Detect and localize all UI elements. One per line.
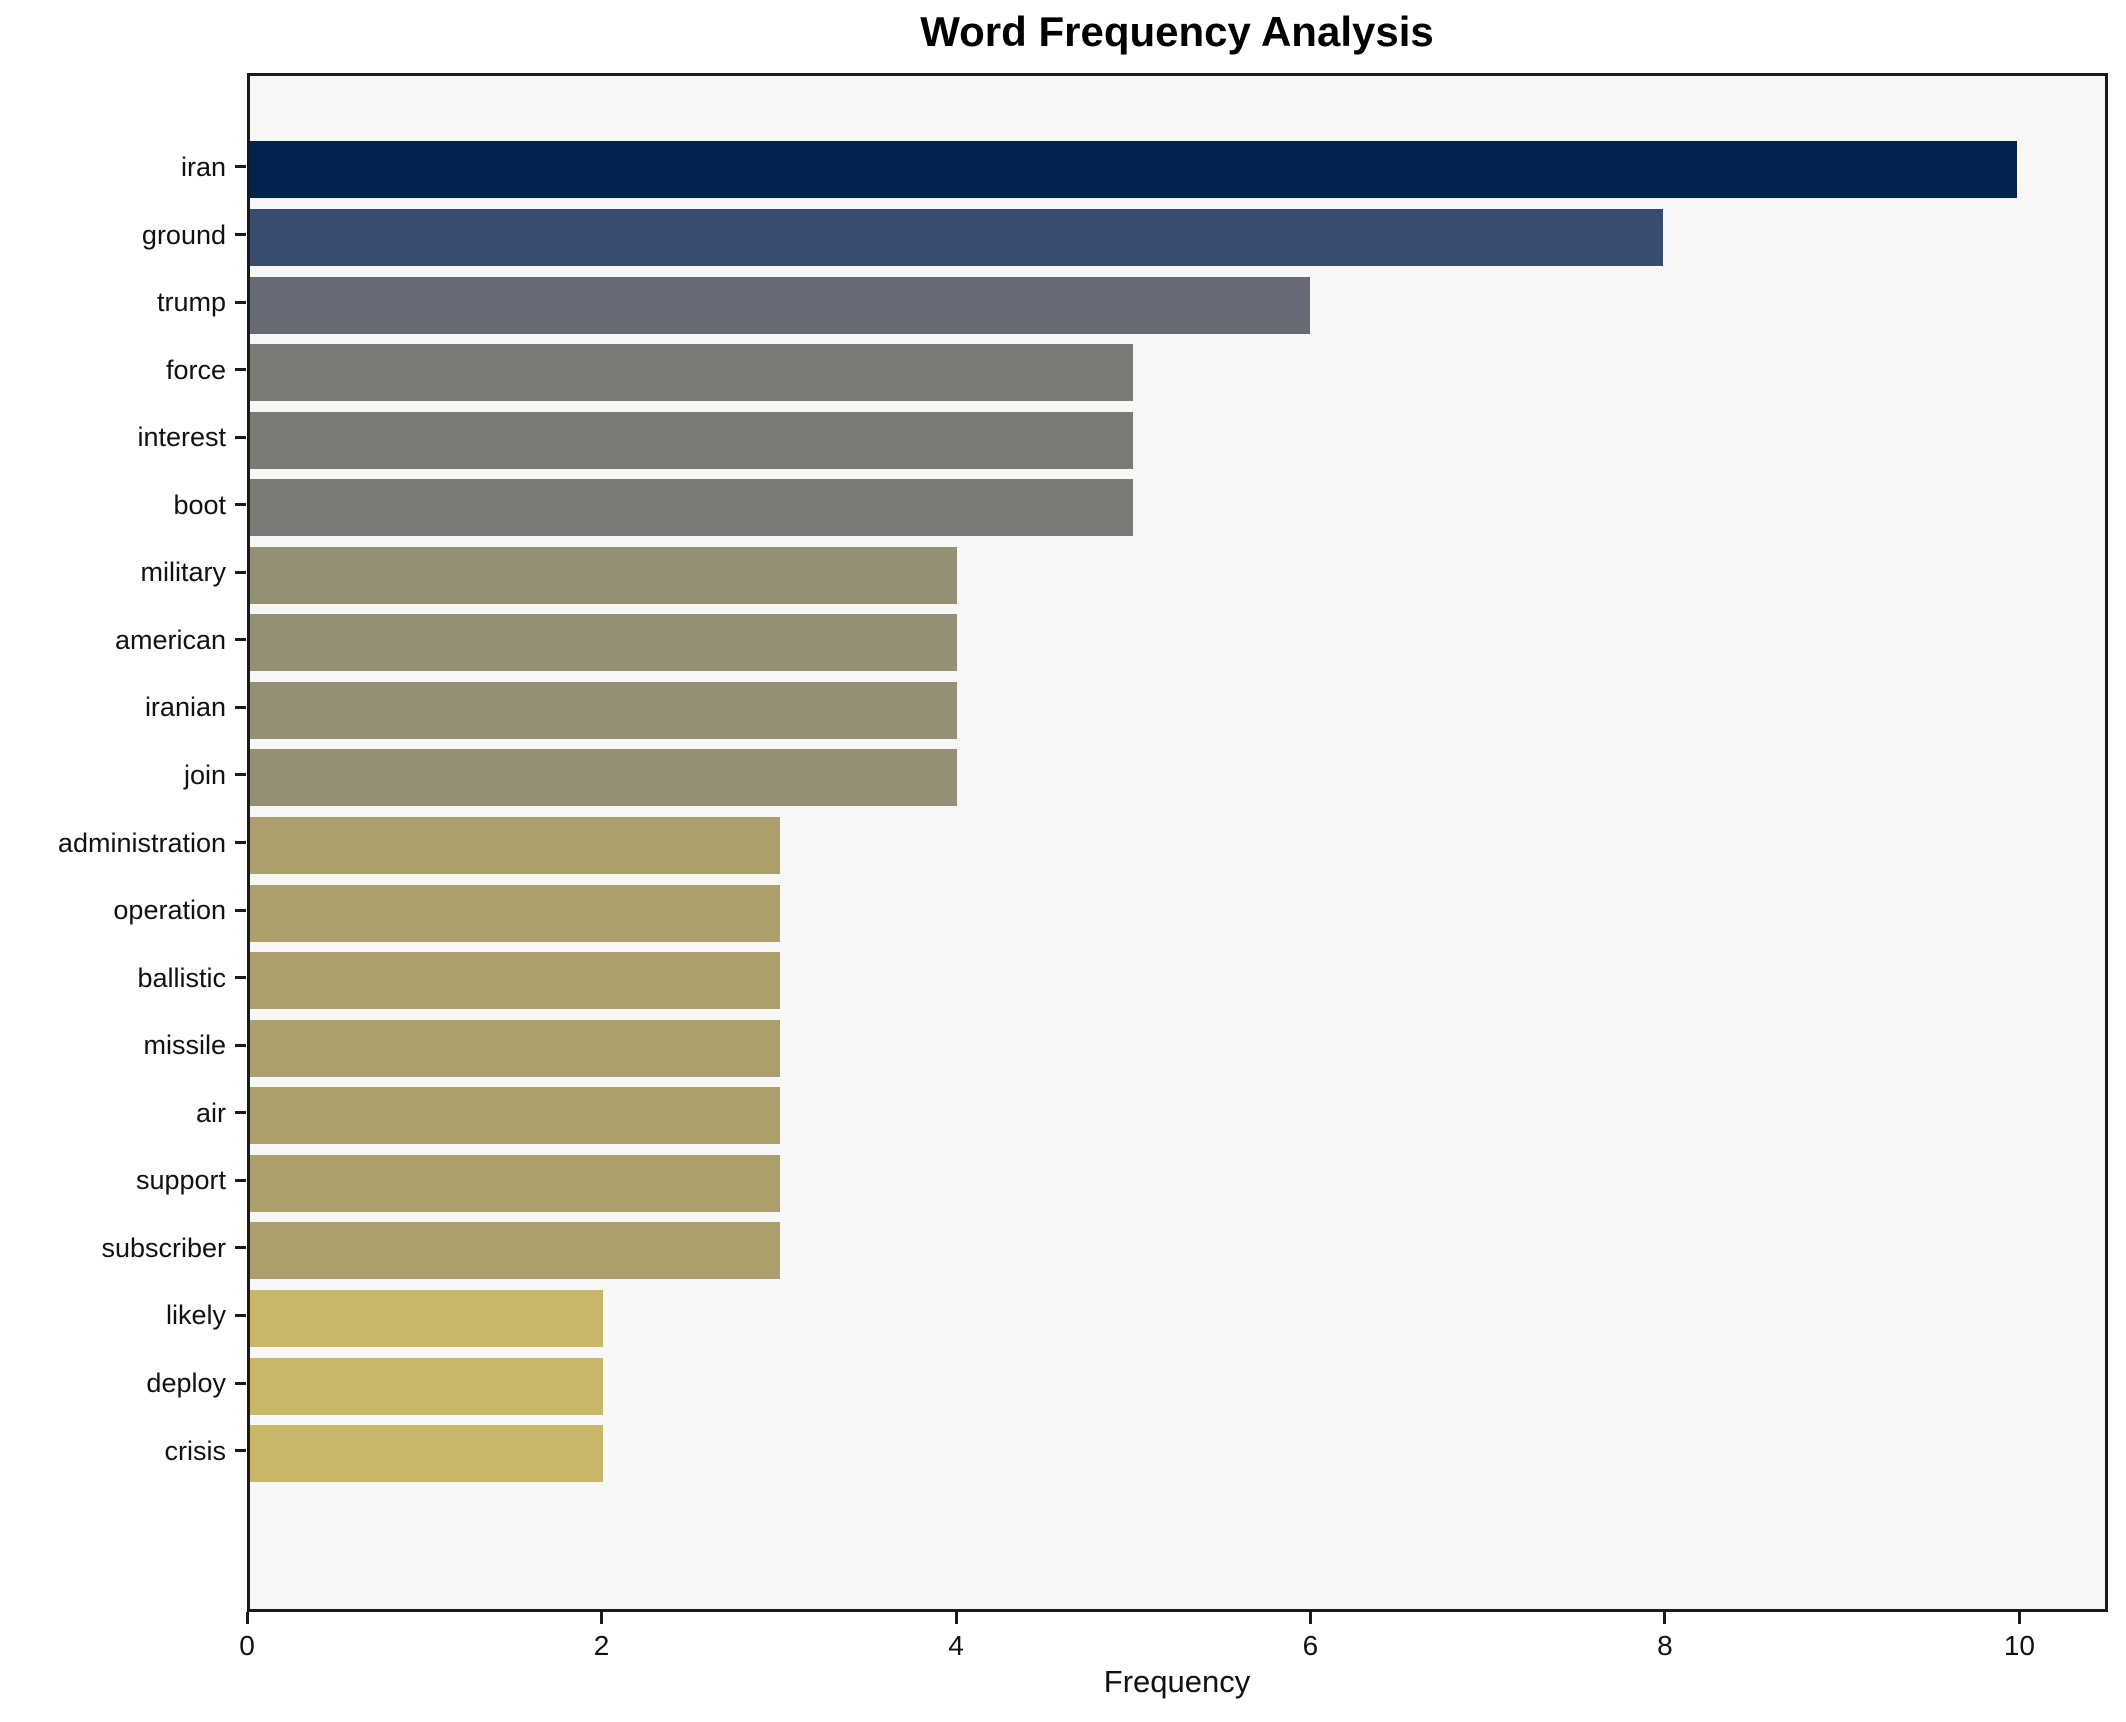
y-tick-force [235,368,246,372]
y-tick-missile [235,1043,246,1047]
y-tick-air [235,1111,246,1115]
y-tick-label-missile: missile [143,1030,226,1061]
y-tick-label-operation: operation [113,895,226,926]
plot-area [247,73,2108,1612]
y-tick-iranian [235,705,246,709]
bar-deploy [250,1357,604,1415]
y-tick-label-administration: administration [57,827,226,858]
bar-likely [250,1289,604,1347]
y-tick-likely [235,1313,246,1317]
y-tick-boot [235,503,246,507]
bar-air [250,1087,780,1145]
y-tick-label-american: american [114,624,226,655]
x-tick-8 [1663,1612,1667,1624]
y-tick-label-likely: likely [165,1300,226,1331]
bar-ballistic [250,952,780,1010]
x-tick-2 [600,1612,603,1624]
y-tick-interest [235,435,246,439]
y-tick-label-ground: ground [141,219,226,250]
y-tick-label-military: military [140,557,227,588]
y-tick-label-boot: boot [173,489,226,520]
bar-join [250,749,957,807]
bar-force [250,344,1134,402]
x-tick-label-0: 0 [239,1630,255,1661]
bar-subscriber [250,1222,780,1280]
y-tick-military [235,570,246,574]
x-axis-label: Frequency [1103,1664,1251,1699]
y-tick-subscriber [235,1246,246,1250]
bar-trump [250,276,1310,334]
y-tick-ground [235,233,246,236]
y-tick-label-iranian: iranian [144,692,226,723]
y-tick-label-join: join [183,759,226,790]
y-tick-operation [235,908,246,912]
y-tick-crisis [235,1449,246,1452]
bar-administration [250,817,780,874]
bar-boot [250,479,1134,537]
x-tick-label-10: 10 [2003,1630,2035,1661]
bar-american [250,614,957,672]
y-tick-deploy [235,1381,246,1385]
y-tick-american [235,638,246,642]
y-tick-trump [235,300,246,304]
x-tick-label-8: 8 [1657,1630,1673,1661]
y-tick-label-interest: interest [137,422,226,453]
y-tick-iran [235,165,246,169]
x-tick-6 [1308,1612,1312,1624]
y-tick-label-ballistic: ballistic [137,962,226,993]
bar-crisis [250,1425,604,1482]
y-tick-label-support: support [135,1165,226,1196]
y-tick-ballistic [235,976,246,980]
y-tick-support [235,1178,246,1182]
x-tick-0 [245,1612,249,1624]
x-tick-label-6: 6 [1302,1630,1319,1661]
y-tick-join [235,773,246,777]
bar-support [250,1154,780,1212]
y-tick-label-crisis: crisis [164,1435,227,1466]
y-tick-label-subscriber: subscriber [101,1232,226,1263]
y-tick-label-trump: trump [156,287,226,317]
x-tick-10 [2017,1612,2021,1624]
chart-title: Word Frequency Analysis [920,8,1434,55]
bar-military [250,546,957,604]
y-tick-label-air: air [195,1097,226,1128]
y-tick-administration [235,841,246,844]
y-tick-label-force: force [165,354,226,385]
x-tick-label-4: 4 [948,1630,964,1661]
y-tick-label-deploy: deploy [146,1368,226,1398]
y-tick-label-iran: iran [180,151,226,182]
bar-iran [250,141,2017,199]
x-tick-4 [954,1612,958,1624]
bar-operation [250,884,780,942]
x-tick-label-2: 2 [593,1630,610,1661]
bar-interest [250,411,1134,469]
bar-missile [250,1019,780,1077]
bar-iranian [250,681,957,739]
bar-ground [250,209,1664,266]
